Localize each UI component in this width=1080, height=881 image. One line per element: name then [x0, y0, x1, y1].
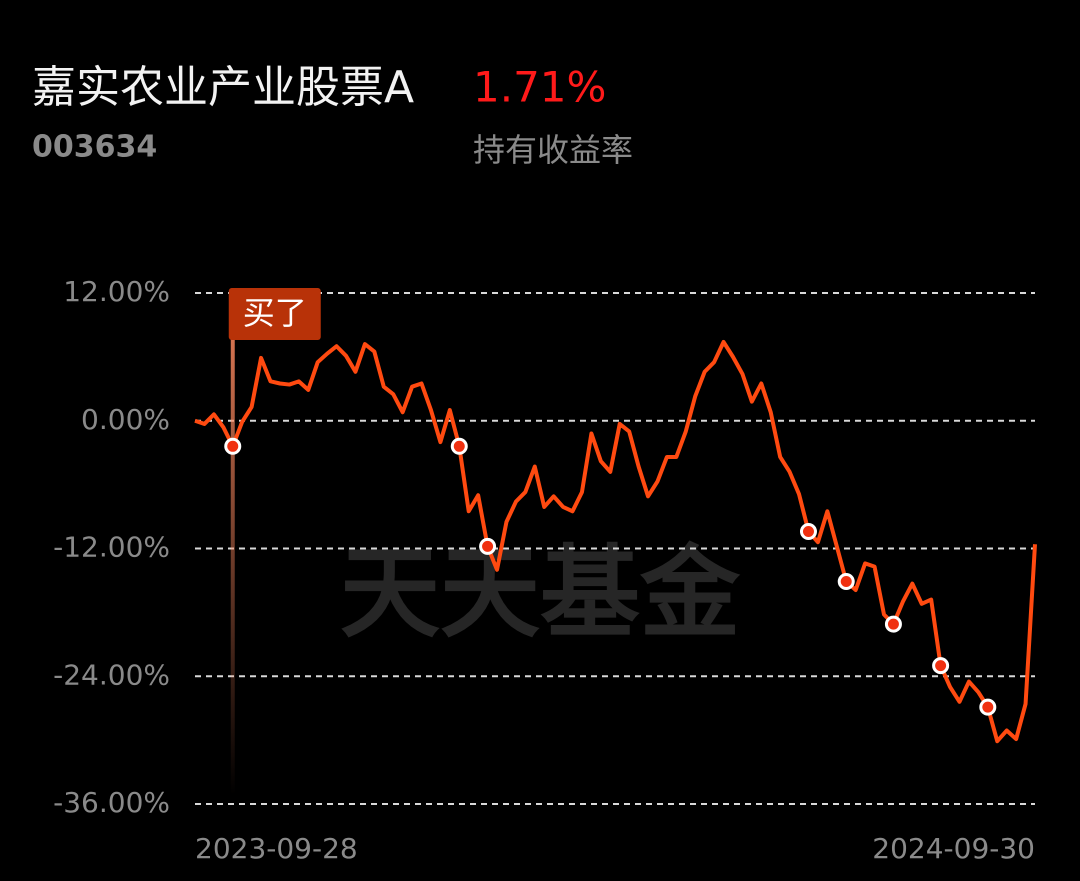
watermark: 天天基金 — [340, 534, 741, 651]
buy-line — [230, 300, 235, 795]
fund-name: 嘉实农业产业股票A — [32, 62, 414, 113]
trade-marker — [837, 573, 855, 591]
x-tick-label: 2023-09-28 — [195, 832, 358, 865]
y-tick-label: -12.00% — [53, 531, 170, 564]
trade-marker — [979, 698, 997, 716]
y-tick-label: -36.00% — [53, 786, 170, 819]
y-tick-label: -24.00% — [53, 658, 170, 691]
return-caption: 持有收益率 — [473, 131, 633, 169]
y-tick-label: 12.00% — [63, 275, 170, 308]
trade-marker — [224, 437, 242, 455]
return-value: 1.71% — [473, 63, 606, 112]
buy-flag — [228, 288, 321, 340]
buy-label: 买了 — [243, 294, 307, 332]
fund-code: 003634 — [32, 130, 157, 165]
y-tick-label: 0.00% — [81, 403, 170, 436]
trade-marker — [799, 522, 817, 540]
trade-marker — [450, 437, 468, 455]
x-tick-label: 2024-09-30 — [872, 832, 1035, 865]
trade-marker — [884, 615, 902, 633]
trade-marker — [479, 537, 497, 555]
trade-marker — [932, 657, 950, 675]
